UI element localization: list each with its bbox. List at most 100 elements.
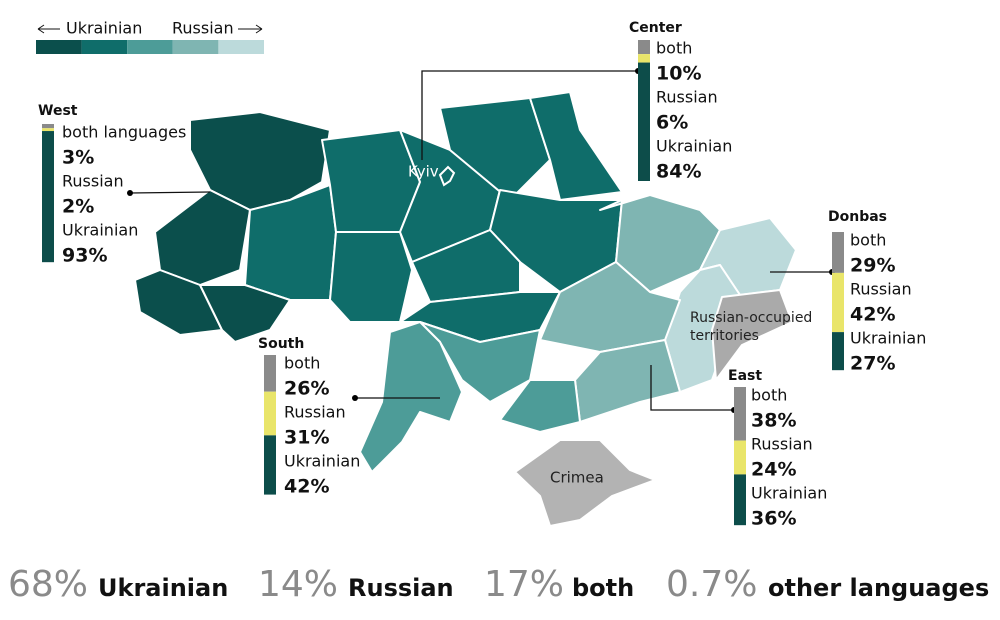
bar-segment — [832, 272, 844, 333]
item-label: Ukrainian — [284, 452, 360, 471]
legend-swatch — [36, 40, 82, 54]
item-value: 24% — [751, 459, 796, 481]
legend-scale — [36, 40, 264, 54]
arrow-head — [255, 24, 263, 34]
oblast — [359, 321, 463, 473]
item-value: 6% — [656, 112, 688, 134]
bar-segment — [42, 128, 54, 132]
kyiv-city — [438, 165, 456, 187]
map-label: territories — [690, 328, 759, 344]
item-label: both languages — [62, 123, 186, 142]
legend-swatch — [218, 40, 264, 54]
region-title: Center — [629, 20, 682, 36]
oblast — [154, 189, 251, 286]
bar-segment — [734, 474, 746, 526]
item-label: Ukrainian — [850, 329, 926, 348]
dot — [127, 190, 133, 196]
legend: Ukrainian Russian — [36, 19, 264, 54]
total-value: 14% — [258, 564, 338, 605]
item-label: both — [850, 231, 886, 250]
connectors — [127, 68, 835, 413]
oblast — [529, 91, 623, 201]
legend-swatch — [172, 40, 219, 54]
oblast — [439, 97, 551, 201]
item-value: 10% — [656, 63, 701, 85]
item-label: Russian — [656, 88, 718, 107]
item-label: Russian — [284, 403, 346, 422]
total-value: 0.7% — [666, 564, 757, 605]
legend-swatch — [81, 40, 128, 54]
item-label: Russian — [62, 172, 124, 191]
item-value: 27% — [850, 353, 895, 375]
dot — [352, 395, 358, 401]
item-value: 3% — [62, 147, 94, 169]
region-title: Donbas — [828, 209, 887, 225]
totals: 68% Ukrainian 14% Russian 17% both 0.7% other l… — [8, 564, 989, 605]
occupied-area — [711, 289, 793, 381]
region-panel: East both 38% Russian 24% Ukrainian 36% — [728, 368, 827, 530]
item-value: 2% — [62, 196, 94, 218]
legend-right: Russian — [172, 19, 234, 38]
region-panel: West both languages 3% Russian 2% Ukrainian 93… — [38, 103, 186, 267]
item-value: 38% — [751, 410, 796, 432]
item-label: both — [656, 39, 692, 58]
bar-segment — [734, 387, 746, 441]
item-value: 42% — [850, 304, 895, 326]
item-label: Ukrainian — [62, 221, 138, 240]
total-value: 68% — [8, 564, 88, 605]
item-label: Russian — [850, 280, 912, 299]
item-label: Russian — [751, 435, 813, 454]
region-panel: South both 26% Russian 31% Ukrainian 42% — [258, 336, 360, 498]
legend-swatch — [127, 40, 173, 54]
region-title: South — [258, 336, 304, 352]
oblast — [411, 229, 521, 303]
bar-segment — [734, 440, 746, 475]
oblast — [199, 284, 291, 343]
total-label: other languages — [768, 574, 989, 602]
bar-segment — [264, 355, 276, 392]
bar-segment — [42, 124, 54, 129]
connector — [650, 365, 734, 411]
total-label: Russian — [348, 574, 454, 602]
bar-segment — [832, 232, 844, 273]
bar-segment — [832, 332, 844, 371]
map: Kyiv Russian-occupied territories Crimea — [134, 91, 812, 527]
oblast — [539, 261, 681, 353]
map-label: Kyiv — [408, 163, 439, 181]
total-label: Ukrainian — [98, 574, 228, 602]
oblast — [499, 379, 581, 433]
item-label: Ukrainian — [751, 484, 827, 503]
bar-segment — [638, 40, 650, 55]
item-value: 26% — [284, 378, 329, 400]
bar-segment — [638, 62, 650, 182]
item-value: 31% — [284, 427, 329, 449]
bar-segment — [42, 131, 54, 263]
item-value: 42% — [284, 476, 329, 498]
item-label: both — [284, 354, 320, 373]
item-label: Ukrainian — [656, 137, 732, 156]
region-panel: Donbas both 29% Russian 42% Ukrainian 27% — [828, 209, 926, 375]
total-value: 17% — [484, 564, 564, 605]
crimea — [514, 439, 656, 527]
region-title: West — [38, 103, 78, 119]
arrow-head — [37, 24, 45, 34]
legend-left: Ukrainian — [66, 19, 142, 38]
region-panel: Center both 10% Russian 6% Ukrainian 84% — [629, 20, 732, 183]
item-value: 84% — [656, 161, 701, 183]
item-value: 29% — [850, 255, 895, 277]
item-value: 36% — [751, 508, 796, 530]
connector — [421, 70, 638, 160]
oblast — [329, 231, 413, 323]
map-label: Russian-occupied — [690, 310, 812, 326]
region-title: East — [728, 368, 762, 384]
map-label: Crimea — [550, 469, 604, 487]
bar-segment — [264, 435, 276, 495]
region-panels: West both languages 3% Russian 2% Ukrainian 93… — [38, 20, 926, 530]
bar-segment — [638, 54, 650, 63]
connector — [129, 191, 211, 194]
item-label: both — [751, 386, 787, 405]
bar-segment — [264, 391, 276, 436]
total-label: both — [572, 574, 634, 602]
item-value: 93% — [62, 245, 107, 267]
